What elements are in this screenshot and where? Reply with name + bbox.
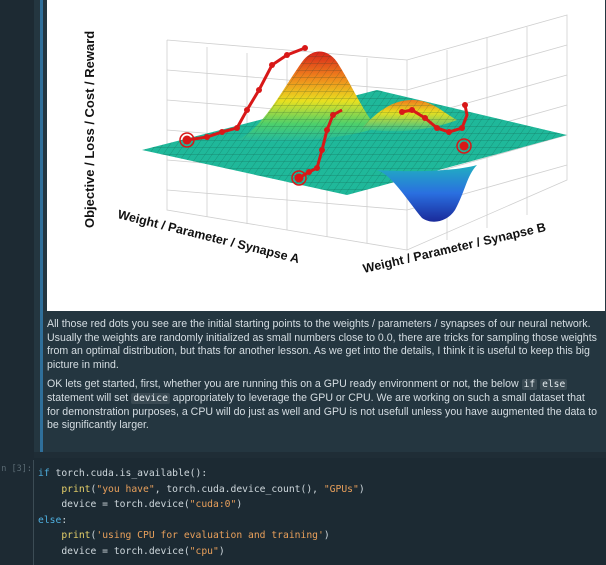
text-span: statement will set bbox=[47, 391, 132, 404]
string: 'using CPU for evaluation and training' bbox=[96, 530, 324, 541]
x-axis-label: Weight / Parameter / Synapse A bbox=[116, 207, 301, 266]
string: "GPUs" bbox=[323, 483, 359, 495]
code-text: ( bbox=[90, 483, 97, 495]
text-span: OK lets get started, first, whether you … bbox=[47, 378, 522, 391]
inline-code-else: else bbox=[540, 379, 568, 391]
code-cell-border bbox=[33, 460, 34, 565]
surface-plot: Objective / Loss / Cost / Reward Weight … bbox=[82, 14, 568, 276]
code-text: device = torch.device( bbox=[61, 499, 190, 510]
code-text: ) bbox=[323, 530, 330, 541]
text-span: appropriately to leverage the GPU or CPU… bbox=[47, 391, 598, 432]
code-text: torch.cuda.is_available(): bbox=[49, 468, 208, 479]
surface-valley bbox=[377, 165, 477, 222]
loss-surface-figure: Objective / Loss / Cost / Reward Weight … bbox=[47, 0, 605, 311]
input-prompt: n [3]: bbox=[1, 464, 32, 474]
z-axis-label: Objective / Loss / Cost / Reward bbox=[82, 31, 97, 228]
initial-points bbox=[182, 45, 469, 183]
code-editor[interactable]: if torch.cuda.is_available(): print("you… bbox=[38, 466, 365, 559]
markdown-paragraph-1: All those red dots you see are the initi… bbox=[47, 318, 597, 371]
code-cell[interactable] bbox=[34, 458, 606, 565]
keyword: else bbox=[38, 514, 62, 526]
code-text: ) bbox=[358, 483, 365, 495]
inline-code-if: if bbox=[521, 379, 538, 391]
string: "cuda:0" bbox=[189, 499, 237, 510]
builtin: print bbox=[61, 530, 91, 541]
markdown-text: All those red dots you see are the initi… bbox=[47, 318, 600, 439]
notebook-gutter bbox=[0, 0, 34, 565]
code-text: device = torch.device( bbox=[61, 545, 190, 557]
string: "you have" bbox=[96, 483, 155, 495]
keyword: if bbox=[38, 468, 50, 479]
code-text: , torch.cuda.device_count(), bbox=[154, 483, 324, 495]
code-text: ) bbox=[236, 499, 243, 510]
builtin: print bbox=[61, 483, 91, 495]
code-text: ) bbox=[218, 545, 225, 557]
code-text: : bbox=[61, 514, 68, 526]
string: "cpu" bbox=[189, 545, 219, 557]
selected-cell-indicator bbox=[40, 0, 43, 452]
y-axis-label: Weight / Parameter / Synapse B bbox=[362, 220, 548, 276]
code-text: ( bbox=[90, 530, 97, 541]
inline-code-device: device bbox=[131, 392, 170, 404]
markdown-paragraph-2: OK lets get started, first, whether you … bbox=[47, 378, 600, 432]
